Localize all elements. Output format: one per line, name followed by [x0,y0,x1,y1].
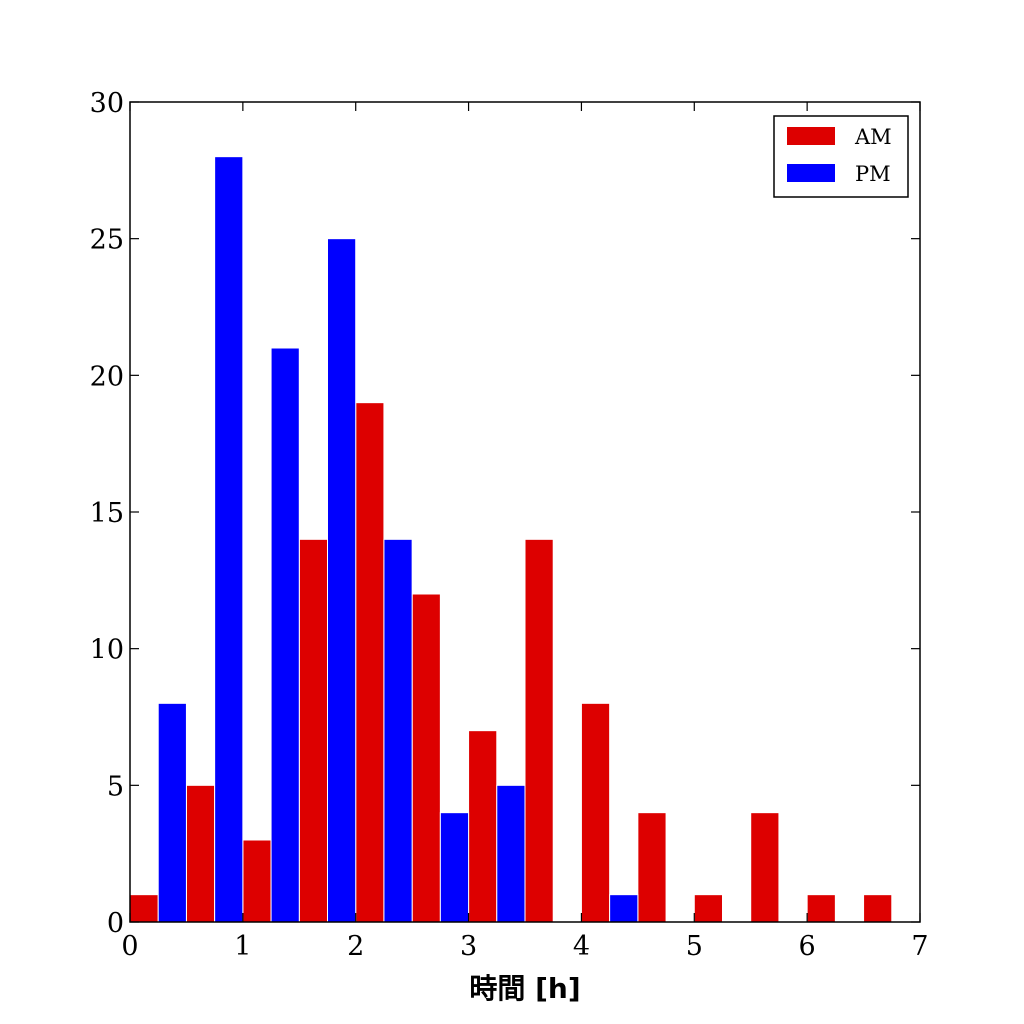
x-tick-label: 2 [347,931,364,962]
am-bar-10 [693,894,723,923]
am-bar-9 [637,812,667,923]
legend-label-am: AM [854,125,892,149]
x-axis-label: 時間 [h] [469,972,580,1005]
am-bar-0 [129,894,159,923]
pm-bar-6 [496,784,526,923]
x-tick-label: 1 [234,931,251,962]
y-tick-label: 5 [107,771,124,802]
pm-bar-8 [609,894,639,923]
bars-layer [129,156,893,923]
legend: AM PM [773,115,909,198]
x-tick-label: 6 [799,931,816,962]
am-bar-4 [355,402,385,923]
x-tick-label: 7 [911,931,928,962]
y-tick-label: 20 [90,361,124,392]
am-bar-13 [863,894,893,923]
am-bar-8 [580,702,611,923]
pm-bar-2 [270,347,300,923]
y-tick-label: 30 [90,88,124,119]
legend-entries: AM PM [787,125,892,186]
y-tick-label: 0 [107,908,124,939]
pm-bar-3 [327,238,357,923]
am-bar-11 [750,812,780,923]
pm-bar-0 [157,702,187,923]
x-tick-label: 0 [121,931,138,962]
y-tick-label: 25 [90,225,124,256]
am-bar-3 [298,538,328,923]
pm-bar-5 [439,812,470,923]
am-bar-12 [806,894,836,923]
legend-swatch-pm [787,164,835,182]
am-bar-1 [185,784,216,923]
legend-label-pm: PM [855,162,891,186]
am-bar-6 [468,730,498,923]
am-bar-2 [242,839,272,923]
am-bar-5 [411,593,441,923]
plot-frame [129,101,921,923]
x-tick-label: 3 [460,931,477,962]
y-tick-label: 15 [90,498,124,529]
x-tick-label: 4 [573,931,590,962]
ticks-layer [129,101,921,923]
tick-labels-layer: 0 1 2 3 4 5 6 7 0 5 10 15 20 25 30 [90,88,929,962]
x-tick-label: 5 [686,931,703,962]
legend-swatch-am [787,127,835,145]
pm-bar-4 [383,538,413,923]
am-bar-7 [524,538,554,923]
pm-bar-1 [214,156,244,923]
y-tick-label: 10 [90,635,124,666]
